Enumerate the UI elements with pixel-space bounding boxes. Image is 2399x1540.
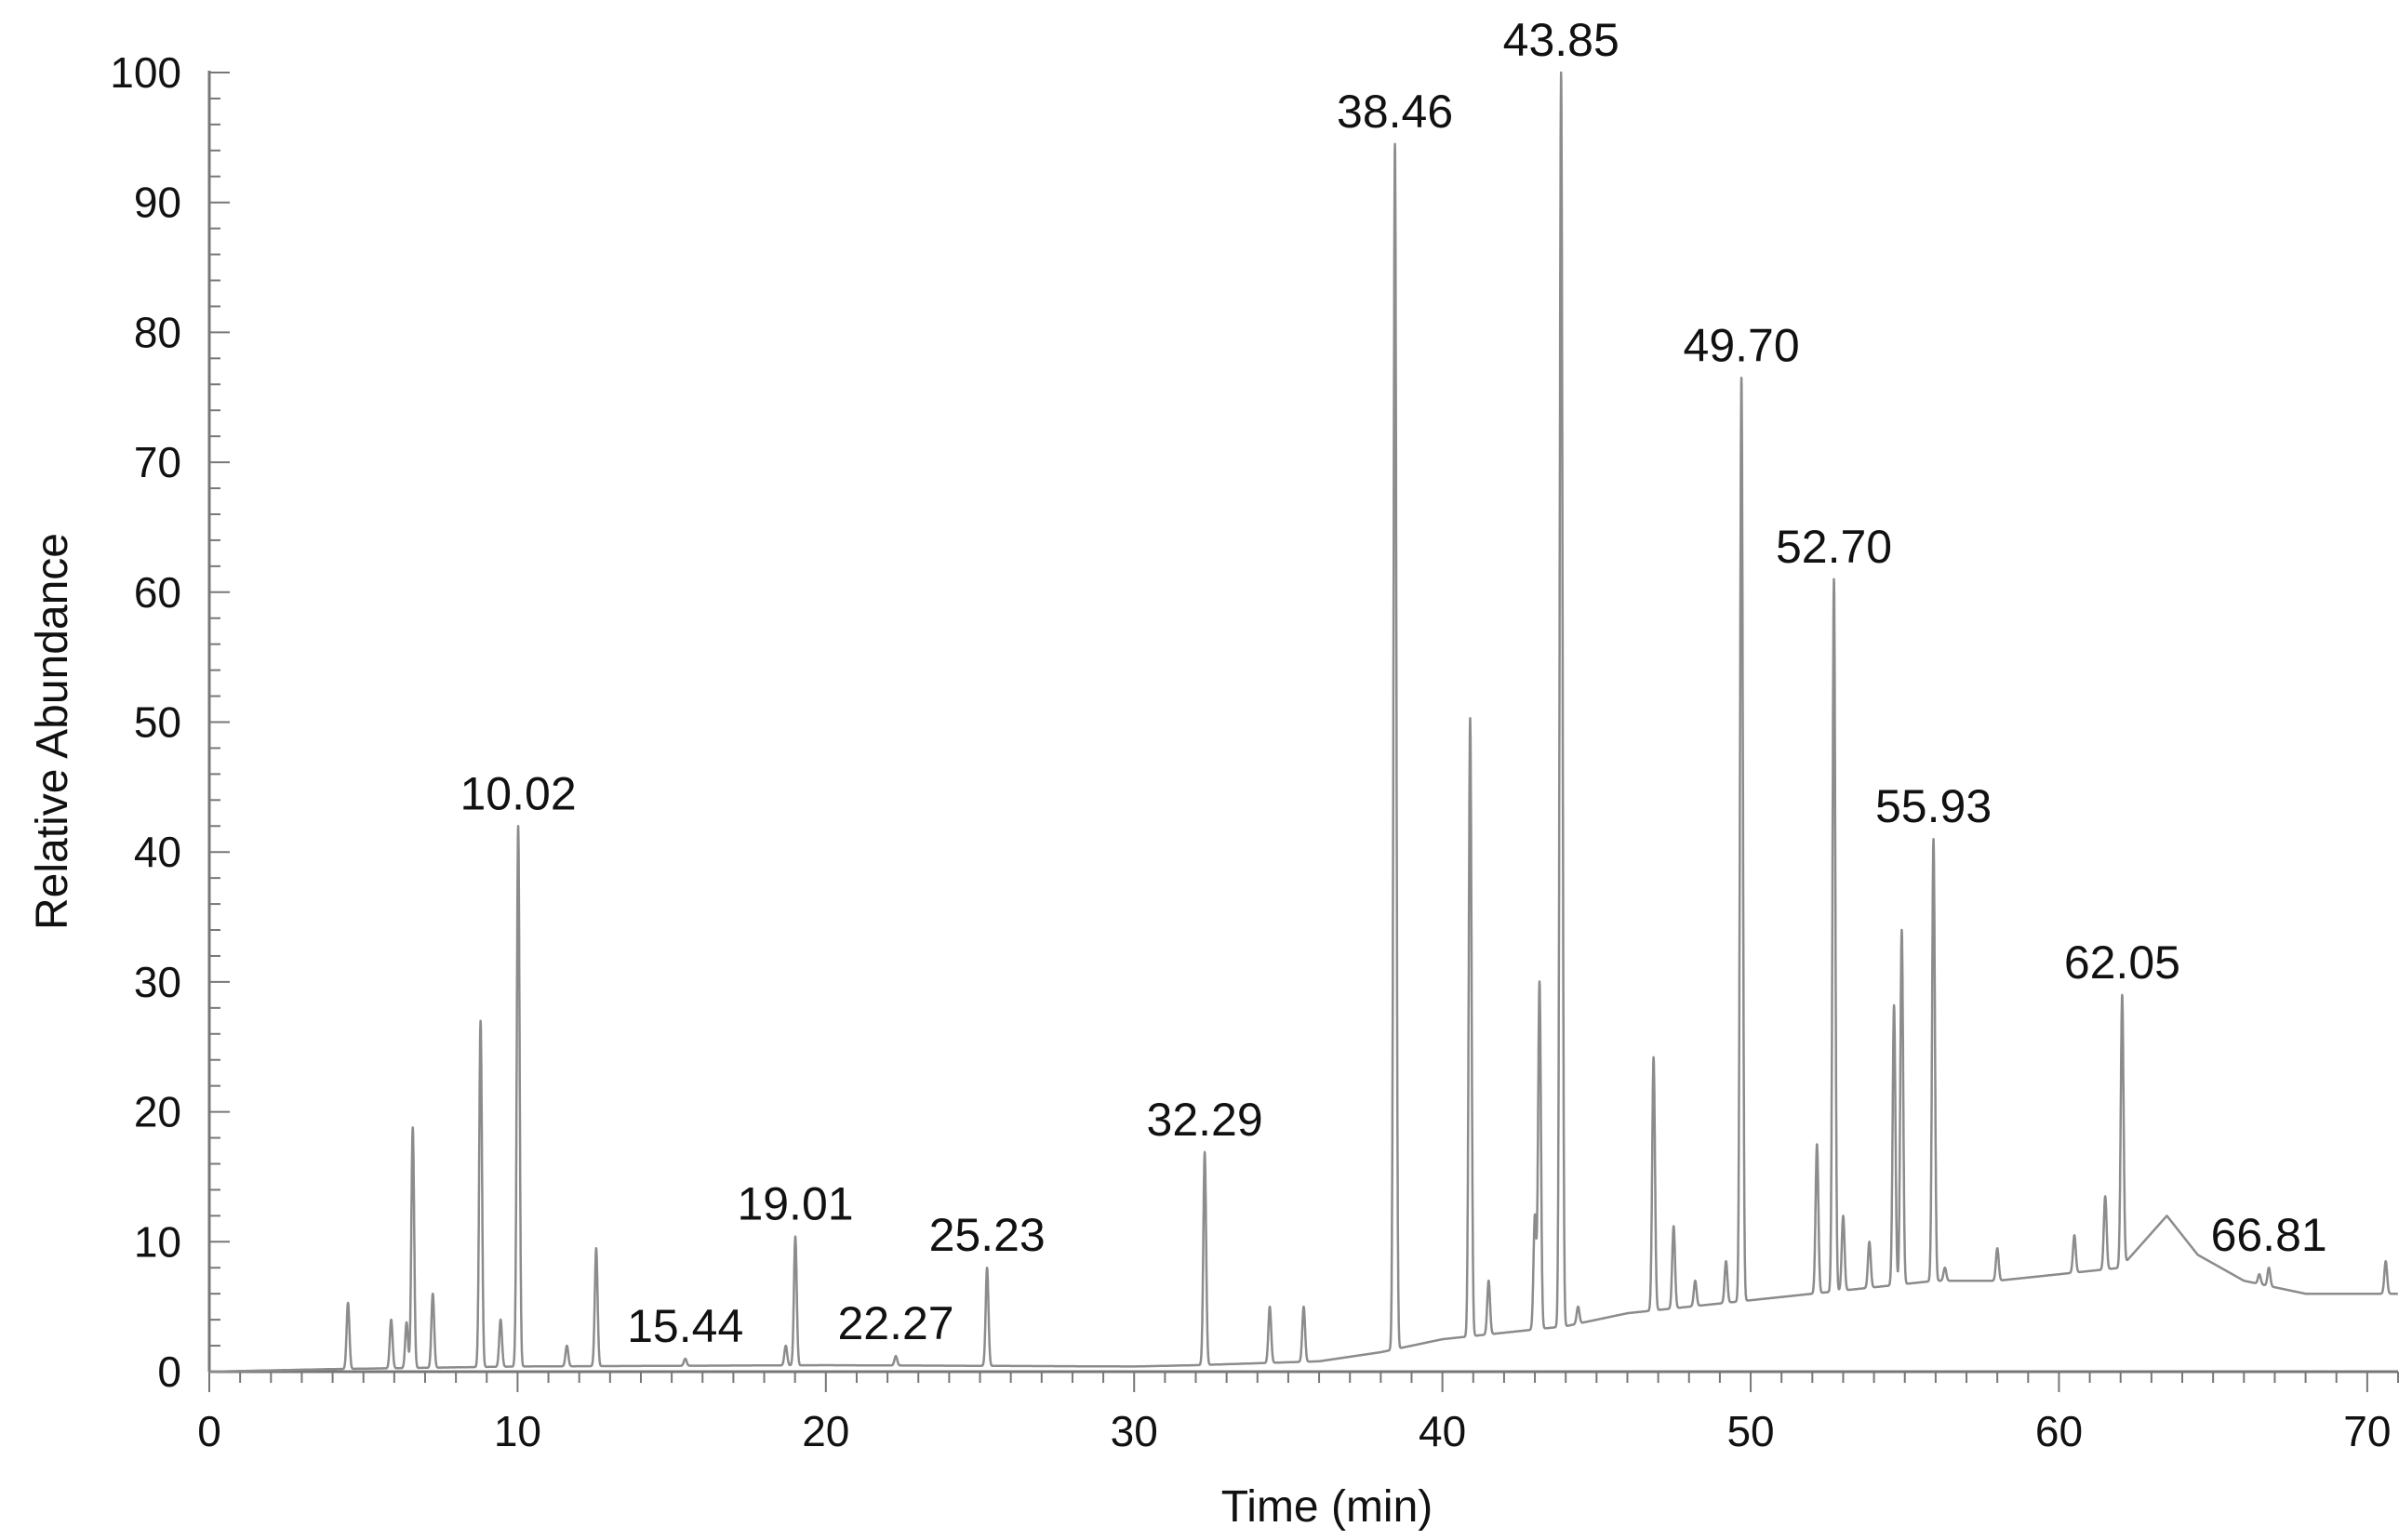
annotations-group: 10.02 15.44 19.01 22.27 25.23 32.29 38.46 43.85… (460, 14, 2327, 1352)
y-tick-label: 30 (134, 958, 181, 1006)
peak-label: 19.01 (737, 1178, 853, 1230)
peak-label: 66.81 (2211, 1209, 2327, 1261)
peak-label: 15.44 (627, 1300, 743, 1352)
x-tick-label: 0 (197, 1407, 221, 1455)
y-tick-label: 20 (134, 1088, 181, 1136)
x-axis-label: Time (min) (1221, 1482, 1433, 1532)
y-tick-label: 90 (134, 179, 181, 227)
x-tick-label: 70 (2343, 1407, 2391, 1455)
x-tick-label: 10 (494, 1407, 541, 1455)
peak-label: 32.29 (1147, 1094, 1263, 1146)
peak-label: 10.02 (460, 767, 577, 819)
peak-label: 62.05 (2064, 936, 2180, 989)
peak-label: 25.23 (929, 1209, 1046, 1261)
peak-label: 55.93 (1875, 780, 1992, 832)
y-tick-label: 80 (134, 308, 181, 356)
peak-label: 52.70 (1776, 521, 1892, 573)
x-tick-label: 60 (2035, 1407, 2083, 1455)
y-axis-label: Relative Abundance (28, 533, 77, 930)
x-tick-label: 40 (1419, 1407, 1466, 1455)
y-tick-label: 40 (134, 828, 181, 876)
x-tick-label: 20 (802, 1407, 849, 1455)
trace-group (207, 71, 2399, 1374)
peak-label: 22.27 (837, 1297, 953, 1349)
y-tick-label: 0 (157, 1348, 181, 1396)
y-tick-label: 70 (134, 438, 181, 486)
x-tick-label: 50 (1726, 1407, 1774, 1455)
axes-group: 0 10 20 30 40 50 60 70 80 90 100 0 10 20 30 40 50 60 70 (110, 48, 2399, 1455)
y-tick-label: 50 (134, 698, 181, 747)
y-tick-label: 100 (110, 48, 181, 97)
chromatogram-trace (207, 71, 2399, 1374)
x-tick-label: 30 (1111, 1407, 1158, 1455)
peak-label: 43.85 (1503, 14, 1619, 66)
peak-label: 38.46 (1337, 86, 1453, 138)
peak-label: 49.70 (1684, 319, 1800, 371)
y-tick-label: 10 (134, 1217, 181, 1266)
y-tick-label: 60 (134, 568, 181, 617)
